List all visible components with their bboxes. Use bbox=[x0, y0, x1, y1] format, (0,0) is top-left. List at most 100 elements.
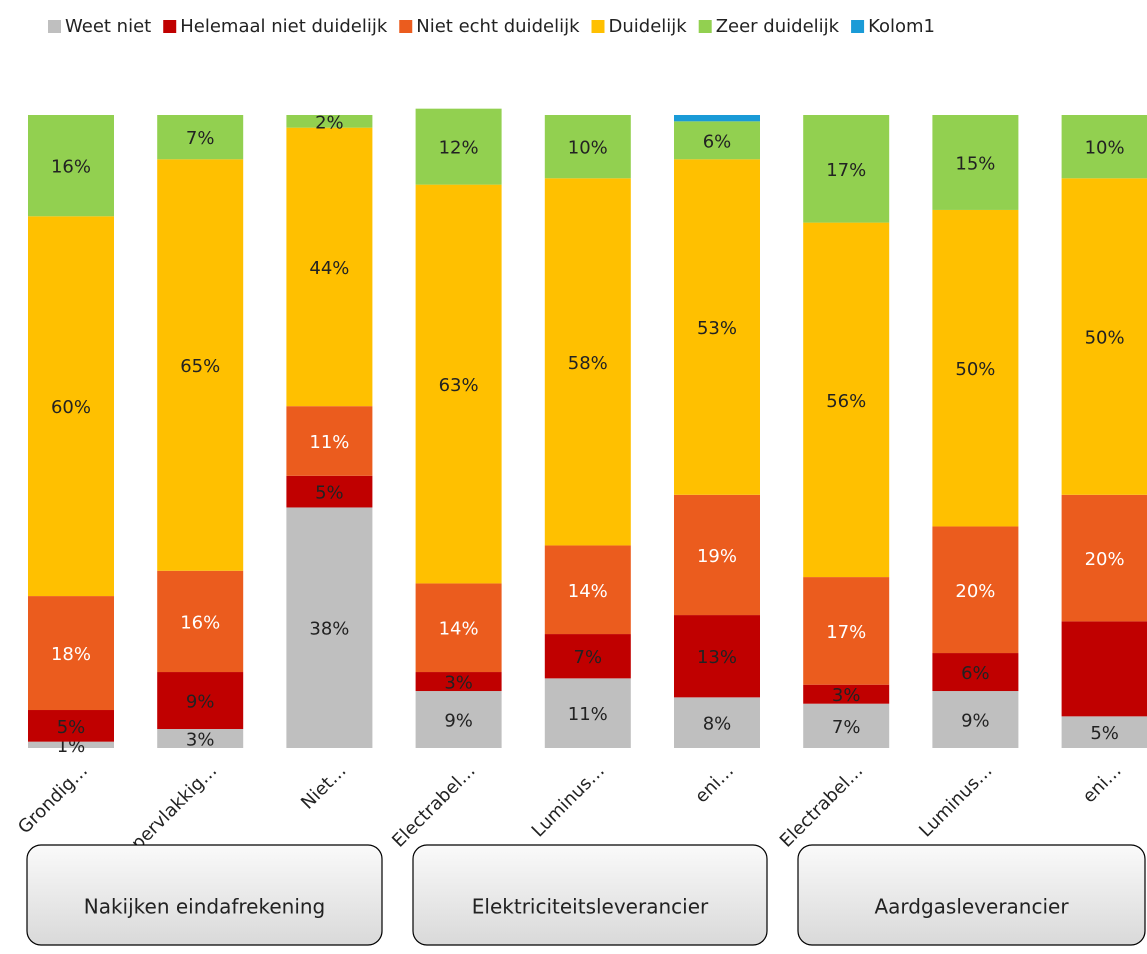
data-label: 7% bbox=[574, 647, 603, 668]
data-label: 13% bbox=[697, 647, 737, 668]
data-label: 11% bbox=[309, 432, 349, 453]
data-label: 10% bbox=[1085, 138, 1125, 159]
bar-segment bbox=[415, 583, 502, 673]
data-label: 5% bbox=[315, 483, 344, 504]
data-label: 56% bbox=[826, 391, 866, 412]
data-label: 60% bbox=[51, 397, 91, 418]
bar-segment bbox=[674, 615, 760, 698]
bar-segment bbox=[157, 159, 244, 571]
bar-segment bbox=[674, 697, 760, 748]
bar-segment bbox=[674, 121, 760, 160]
bar-segment bbox=[932, 691, 1019, 748]
bar-segment bbox=[932, 653, 1019, 692]
x-tick-label: Electrabel… bbox=[388, 760, 479, 851]
data-label: 7% bbox=[832, 717, 861, 738]
legend-label: Kolom1 bbox=[868, 16, 935, 37]
data-label: 19% bbox=[697, 546, 737, 567]
x-tick-label: Grondig… bbox=[14, 760, 92, 838]
bar-segment bbox=[286, 475, 373, 508]
group-box: Aardgasleverancier bbox=[797, 844, 1146, 946]
group-frame bbox=[26, 844, 383, 946]
data-label: 16% bbox=[51, 157, 91, 178]
data-label: 7% bbox=[186, 128, 215, 149]
bar-segment bbox=[803, 115, 890, 223]
data-label: 3% bbox=[832, 685, 861, 706]
group-label: Nakijken eindafrekening bbox=[84, 895, 326, 919]
data-label: 50% bbox=[955, 359, 995, 380]
bar-segment bbox=[286, 127, 373, 407]
bar-segment bbox=[28, 710, 114, 742]
data-label: 58% bbox=[568, 353, 608, 374]
data-label: 10% bbox=[568, 138, 608, 159]
data-label: 5% bbox=[1090, 723, 1119, 744]
bar-segment bbox=[544, 678, 631, 748]
data-label: 2% bbox=[315, 112, 344, 133]
group-box: Elektriciteitsleverancier bbox=[412, 844, 768, 946]
bar-segment bbox=[544, 634, 631, 679]
bar-segment bbox=[1061, 494, 1147, 622]
data-label: 3% bbox=[186, 730, 215, 751]
data-label: 12% bbox=[439, 138, 479, 159]
bar-segment bbox=[544, 545, 631, 635]
group-frame bbox=[797, 844, 1146, 946]
bar-segment bbox=[1061, 115, 1147, 179]
bar-segment bbox=[674, 115, 760, 122]
x-tick-label: eni… bbox=[1079, 760, 1126, 807]
data-label: 63% bbox=[439, 375, 479, 396]
bar-segment bbox=[157, 672, 244, 730]
x-tick-label: Niet… bbox=[297, 760, 350, 813]
bar-segment bbox=[1061, 178, 1147, 495]
data-label: 14% bbox=[568, 581, 608, 602]
legend-label: Helemaal niet duidelijk bbox=[180, 16, 388, 37]
bar-segment bbox=[932, 115, 1019, 210]
bar-segment bbox=[674, 494, 760, 616]
bar-segment bbox=[415, 184, 502, 584]
data-label: 8% bbox=[703, 714, 732, 735]
group-box: Nakijken eindafrekening bbox=[26, 844, 383, 946]
legend: Weet niet Helemaal niet duidelijk Niet ech… bbox=[48, 16, 935, 37]
legend-swatch bbox=[851, 20, 865, 33]
x-tick-label: Luminus… bbox=[528, 760, 609, 841]
data-label: 14% bbox=[439, 619, 479, 640]
data-label: 9% bbox=[186, 692, 215, 713]
data-label: 38% bbox=[309, 619, 349, 640]
data-label: 65% bbox=[180, 356, 220, 377]
bar-segment bbox=[803, 222, 890, 578]
bar-segment bbox=[286, 115, 373, 128]
data-label: 5% bbox=[57, 717, 86, 738]
data-label: 44% bbox=[309, 258, 349, 279]
data-label: 6% bbox=[961, 663, 990, 684]
data-label: 20% bbox=[1085, 549, 1125, 570]
x-tick-label: Electrabel… bbox=[776, 760, 867, 851]
x-tick-label: eni… bbox=[691, 760, 738, 807]
bar-segment bbox=[415, 108, 502, 185]
bar-segment bbox=[544, 178, 631, 546]
bar-segment bbox=[803, 577, 890, 685]
bar-segment bbox=[28, 216, 114, 597]
data-label: 15% bbox=[955, 153, 995, 174]
data-label: 9% bbox=[444, 711, 473, 732]
bar-segment bbox=[932, 526, 1019, 654]
bar-segment bbox=[932, 209, 1019, 527]
legend-label: Weet niet bbox=[65, 16, 151, 37]
data-label: 53% bbox=[697, 318, 737, 339]
group-label: Aardgasleverancier bbox=[874, 895, 1069, 919]
bar-segment bbox=[286, 507, 373, 748]
bar-segment bbox=[415, 691, 502, 748]
bar-segment bbox=[803, 703, 890, 748]
bar-segment bbox=[415, 672, 502, 692]
bar-segment bbox=[674, 159, 760, 495]
data-label: 50% bbox=[1085, 328, 1125, 349]
group-label: Elektriciteitsleverancier bbox=[472, 895, 709, 919]
bar-segment bbox=[28, 115, 114, 217]
legend-label: Zeer duidelijk bbox=[716, 16, 840, 37]
bar-segment bbox=[544, 115, 631, 179]
legend-swatch bbox=[48, 20, 61, 33]
data-label: 11% bbox=[568, 704, 608, 725]
legend-swatch bbox=[163, 20, 177, 33]
data-label: 18% bbox=[51, 644, 91, 665]
data-label: 17% bbox=[826, 160, 866, 181]
x-tick-label: Luminus… bbox=[915, 760, 996, 841]
bar-segment bbox=[286, 406, 373, 476]
